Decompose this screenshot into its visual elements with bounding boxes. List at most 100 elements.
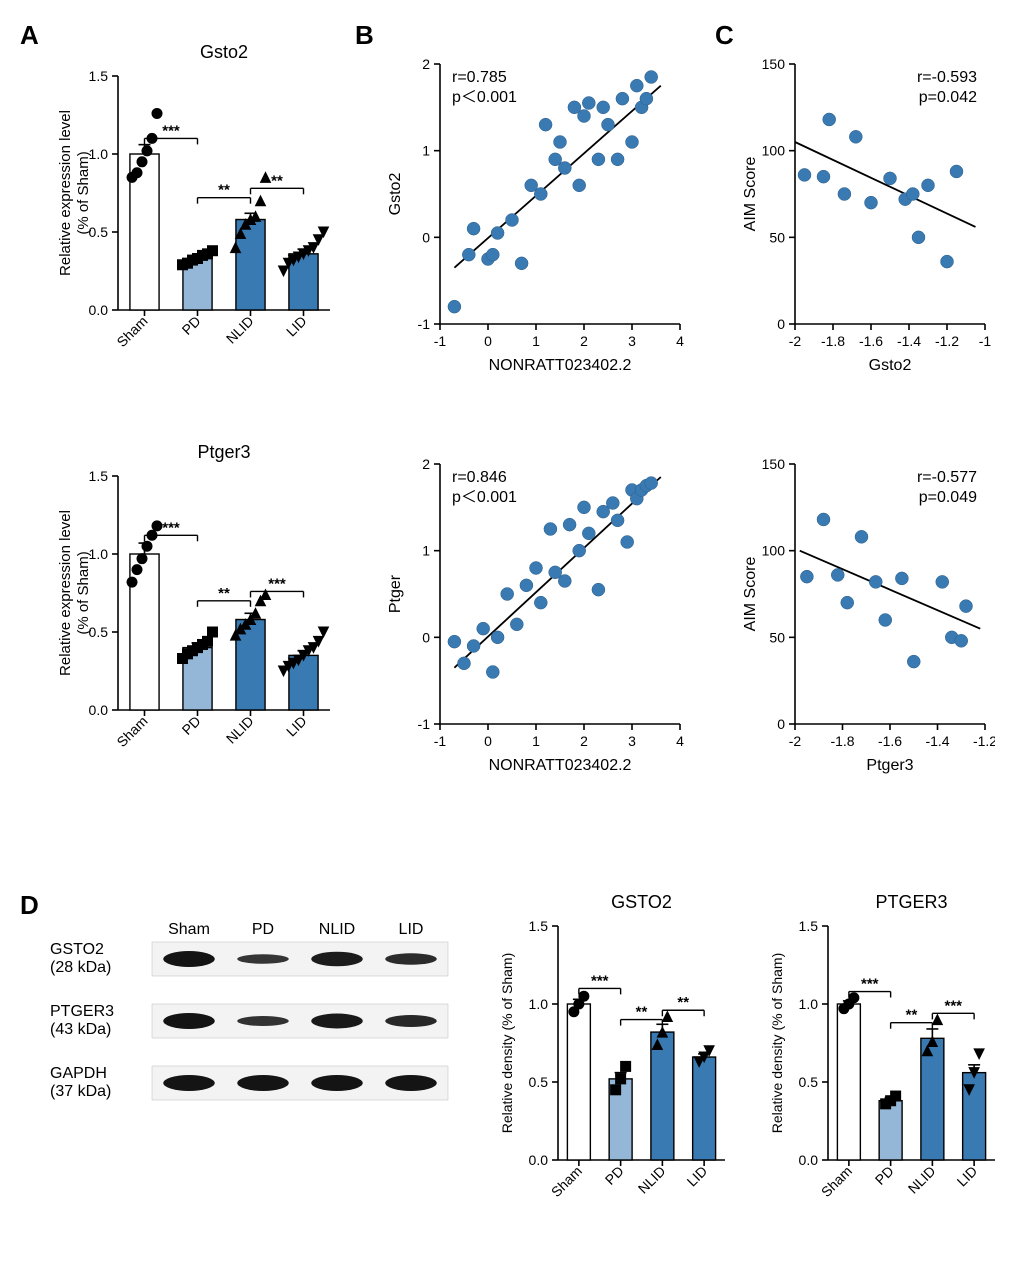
- svg-text:Sham: Sham: [168, 921, 210, 938]
- svg-text:3: 3: [628, 733, 636, 749]
- svg-text:PD: PD: [179, 713, 204, 738]
- svg-text:150: 150: [762, 56, 786, 72]
- svg-text:r=0.785: r=0.785: [452, 69, 507, 86]
- svg-text:-1.8: -1.8: [830, 733, 854, 749]
- svg-text:PTGER3: PTGER3: [50, 1003, 114, 1020]
- svg-text:Ptger3: Ptger3: [866, 757, 913, 774]
- bar-chart-gsto2-d: 0.00.51.01.5GSTO2Relative density (% of …: [490, 890, 735, 1230]
- svg-text:(28 kDa): (28 kDa): [50, 959, 111, 976]
- svg-text:-1.6: -1.6: [878, 733, 902, 749]
- svg-text:1.5: 1.5: [529, 918, 549, 934]
- svg-text:1: 1: [422, 143, 430, 159]
- svg-text:150: 150: [762, 456, 786, 472]
- svg-text:PD: PD: [602, 1163, 627, 1188]
- svg-text:Gsto2: Gsto2: [200, 42, 248, 62]
- svg-text:Sham: Sham: [113, 313, 150, 350]
- svg-text:1: 1: [532, 733, 540, 749]
- svg-text:-2: -2: [789, 333, 802, 349]
- svg-text:**: **: [906, 1007, 918, 1024]
- svg-text:2: 2: [580, 333, 588, 349]
- svg-text:Ptger3: Ptger3: [197, 442, 250, 462]
- svg-text:NONRATT023402.2: NONRATT023402.2: [489, 357, 632, 374]
- svg-text:0: 0: [484, 333, 492, 349]
- scatter-gsto2-nonratt: -101234-1012NONRATT023402.2Gsto2r=0.785p…: [380, 40, 690, 380]
- western-blot: ShamPDNLIDLIDGSTO2(28 kDa)PTGER3(43 kDa)…: [50, 920, 450, 1160]
- svg-text:NLID: NLID: [635, 1163, 669, 1197]
- svg-text:LID: LID: [283, 713, 310, 740]
- svg-text:**: **: [271, 172, 283, 189]
- svg-text:Ptger: Ptger: [387, 574, 404, 613]
- svg-text:-1.4: -1.4: [925, 733, 949, 749]
- panel-label-a: A: [20, 20, 39, 51]
- svg-text:0.5: 0.5: [799, 1074, 819, 1090]
- svg-text:2: 2: [580, 733, 588, 749]
- svg-text:Relative density (% of Sham): Relative density (% of Sham): [769, 953, 785, 1134]
- svg-text:r=0.846: r=0.846: [452, 469, 507, 486]
- svg-text:0: 0: [777, 316, 785, 332]
- svg-text:-1.2: -1.2: [973, 733, 995, 749]
- svg-text:-1.8: -1.8: [821, 333, 845, 349]
- svg-text:PTGER3: PTGER3: [875, 892, 947, 912]
- svg-text:***: ***: [162, 519, 180, 536]
- svg-text:100: 100: [762, 543, 786, 559]
- svg-text:1: 1: [532, 333, 540, 349]
- svg-text:LID: LID: [399, 921, 424, 938]
- svg-text:0.5: 0.5: [529, 1074, 549, 1090]
- svg-text:Sham: Sham: [818, 1163, 855, 1200]
- svg-text:1.5: 1.5: [89, 468, 109, 484]
- bar-chart-gsto2-a: 0.00.51.01.5Gsto2Relative expression lev…: [50, 40, 340, 380]
- svg-text:AIM Score: AIM Score: [742, 557, 759, 632]
- bar-chart-ptger3-a: 0.00.51.01.5Ptger3Relative expression le…: [50, 440, 340, 780]
- svg-text:0.0: 0.0: [89, 702, 109, 718]
- svg-text:-1: -1: [434, 333, 447, 349]
- bar-chart-ptger3-d: 0.00.51.01.5PTGER3Relative density (% of…: [760, 890, 1005, 1230]
- svg-text:PD: PD: [872, 1163, 897, 1188]
- svg-text:r=-0.577: r=-0.577: [917, 469, 977, 486]
- svg-text:1.5: 1.5: [89, 68, 109, 84]
- svg-text:GSTO2: GSTO2: [50, 941, 104, 958]
- svg-text:(37 kDa): (37 kDa): [50, 1083, 111, 1100]
- svg-text:2: 2: [422, 456, 430, 472]
- svg-text:100: 100: [762, 143, 786, 159]
- svg-text:***: ***: [944, 997, 962, 1014]
- svg-text:-1.6: -1.6: [859, 333, 883, 349]
- scatter-ptger-nonratt: -101234-1012NONRATT023402.2Ptgerr=0.846p…: [380, 440, 690, 780]
- svg-text:(43 kDa): (43 kDa): [50, 1021, 111, 1038]
- svg-text:AIM Score: AIM Score: [742, 157, 759, 232]
- svg-text:Gsto2: Gsto2: [387, 173, 404, 216]
- svg-text:r=-0.593: r=-0.593: [917, 69, 977, 86]
- svg-text:Sham: Sham: [113, 713, 150, 750]
- svg-text:PD: PD: [179, 313, 204, 338]
- svg-text:-1: -1: [418, 716, 431, 732]
- svg-text:0.0: 0.0: [89, 302, 109, 318]
- svg-text:-1: -1: [418, 316, 431, 332]
- svg-text:***: ***: [591, 972, 609, 989]
- panel-label-d: D: [20, 890, 39, 921]
- svg-text:50: 50: [769, 629, 785, 645]
- svg-text:***: ***: [861, 976, 879, 993]
- svg-text:**: **: [218, 182, 230, 199]
- svg-text:0: 0: [422, 229, 430, 245]
- svg-text:0.0: 0.0: [529, 1152, 549, 1168]
- svg-text:4: 4: [676, 733, 684, 749]
- svg-text:p=0.042: p=0.042: [919, 89, 977, 106]
- svg-text:Relative expression level: Relative expression level: [57, 510, 74, 676]
- svg-text:Relative density (% of Sham): Relative density (% of Sham): [499, 953, 515, 1134]
- svg-text:Gsto2: Gsto2: [869, 357, 912, 374]
- svg-text:Relative expression level: Relative expression level: [57, 110, 74, 276]
- svg-text:LID: LID: [684, 1163, 711, 1190]
- svg-text:-2: -2: [789, 733, 802, 749]
- svg-text:GAPDH: GAPDH: [50, 1065, 107, 1082]
- svg-text:1.0: 1.0: [799, 996, 819, 1012]
- svg-text:-1.4: -1.4: [897, 333, 921, 349]
- svg-text:1: 1: [422, 543, 430, 559]
- svg-text:3: 3: [628, 333, 636, 349]
- svg-text:p＜0.001: p＜0.001: [452, 89, 517, 106]
- svg-text:(% of Sham): (% of Sham): [75, 551, 92, 634]
- svg-text:**: **: [636, 1004, 648, 1021]
- svg-text:1.0: 1.0: [529, 996, 549, 1012]
- svg-text:NLID: NLID: [905, 1163, 939, 1197]
- figure: A B C D 0.00.51.01.5Gsto2Relative expres…: [20, 20, 1000, 1263]
- svg-text:Sham: Sham: [548, 1163, 585, 1200]
- svg-text:LID: LID: [954, 1163, 981, 1190]
